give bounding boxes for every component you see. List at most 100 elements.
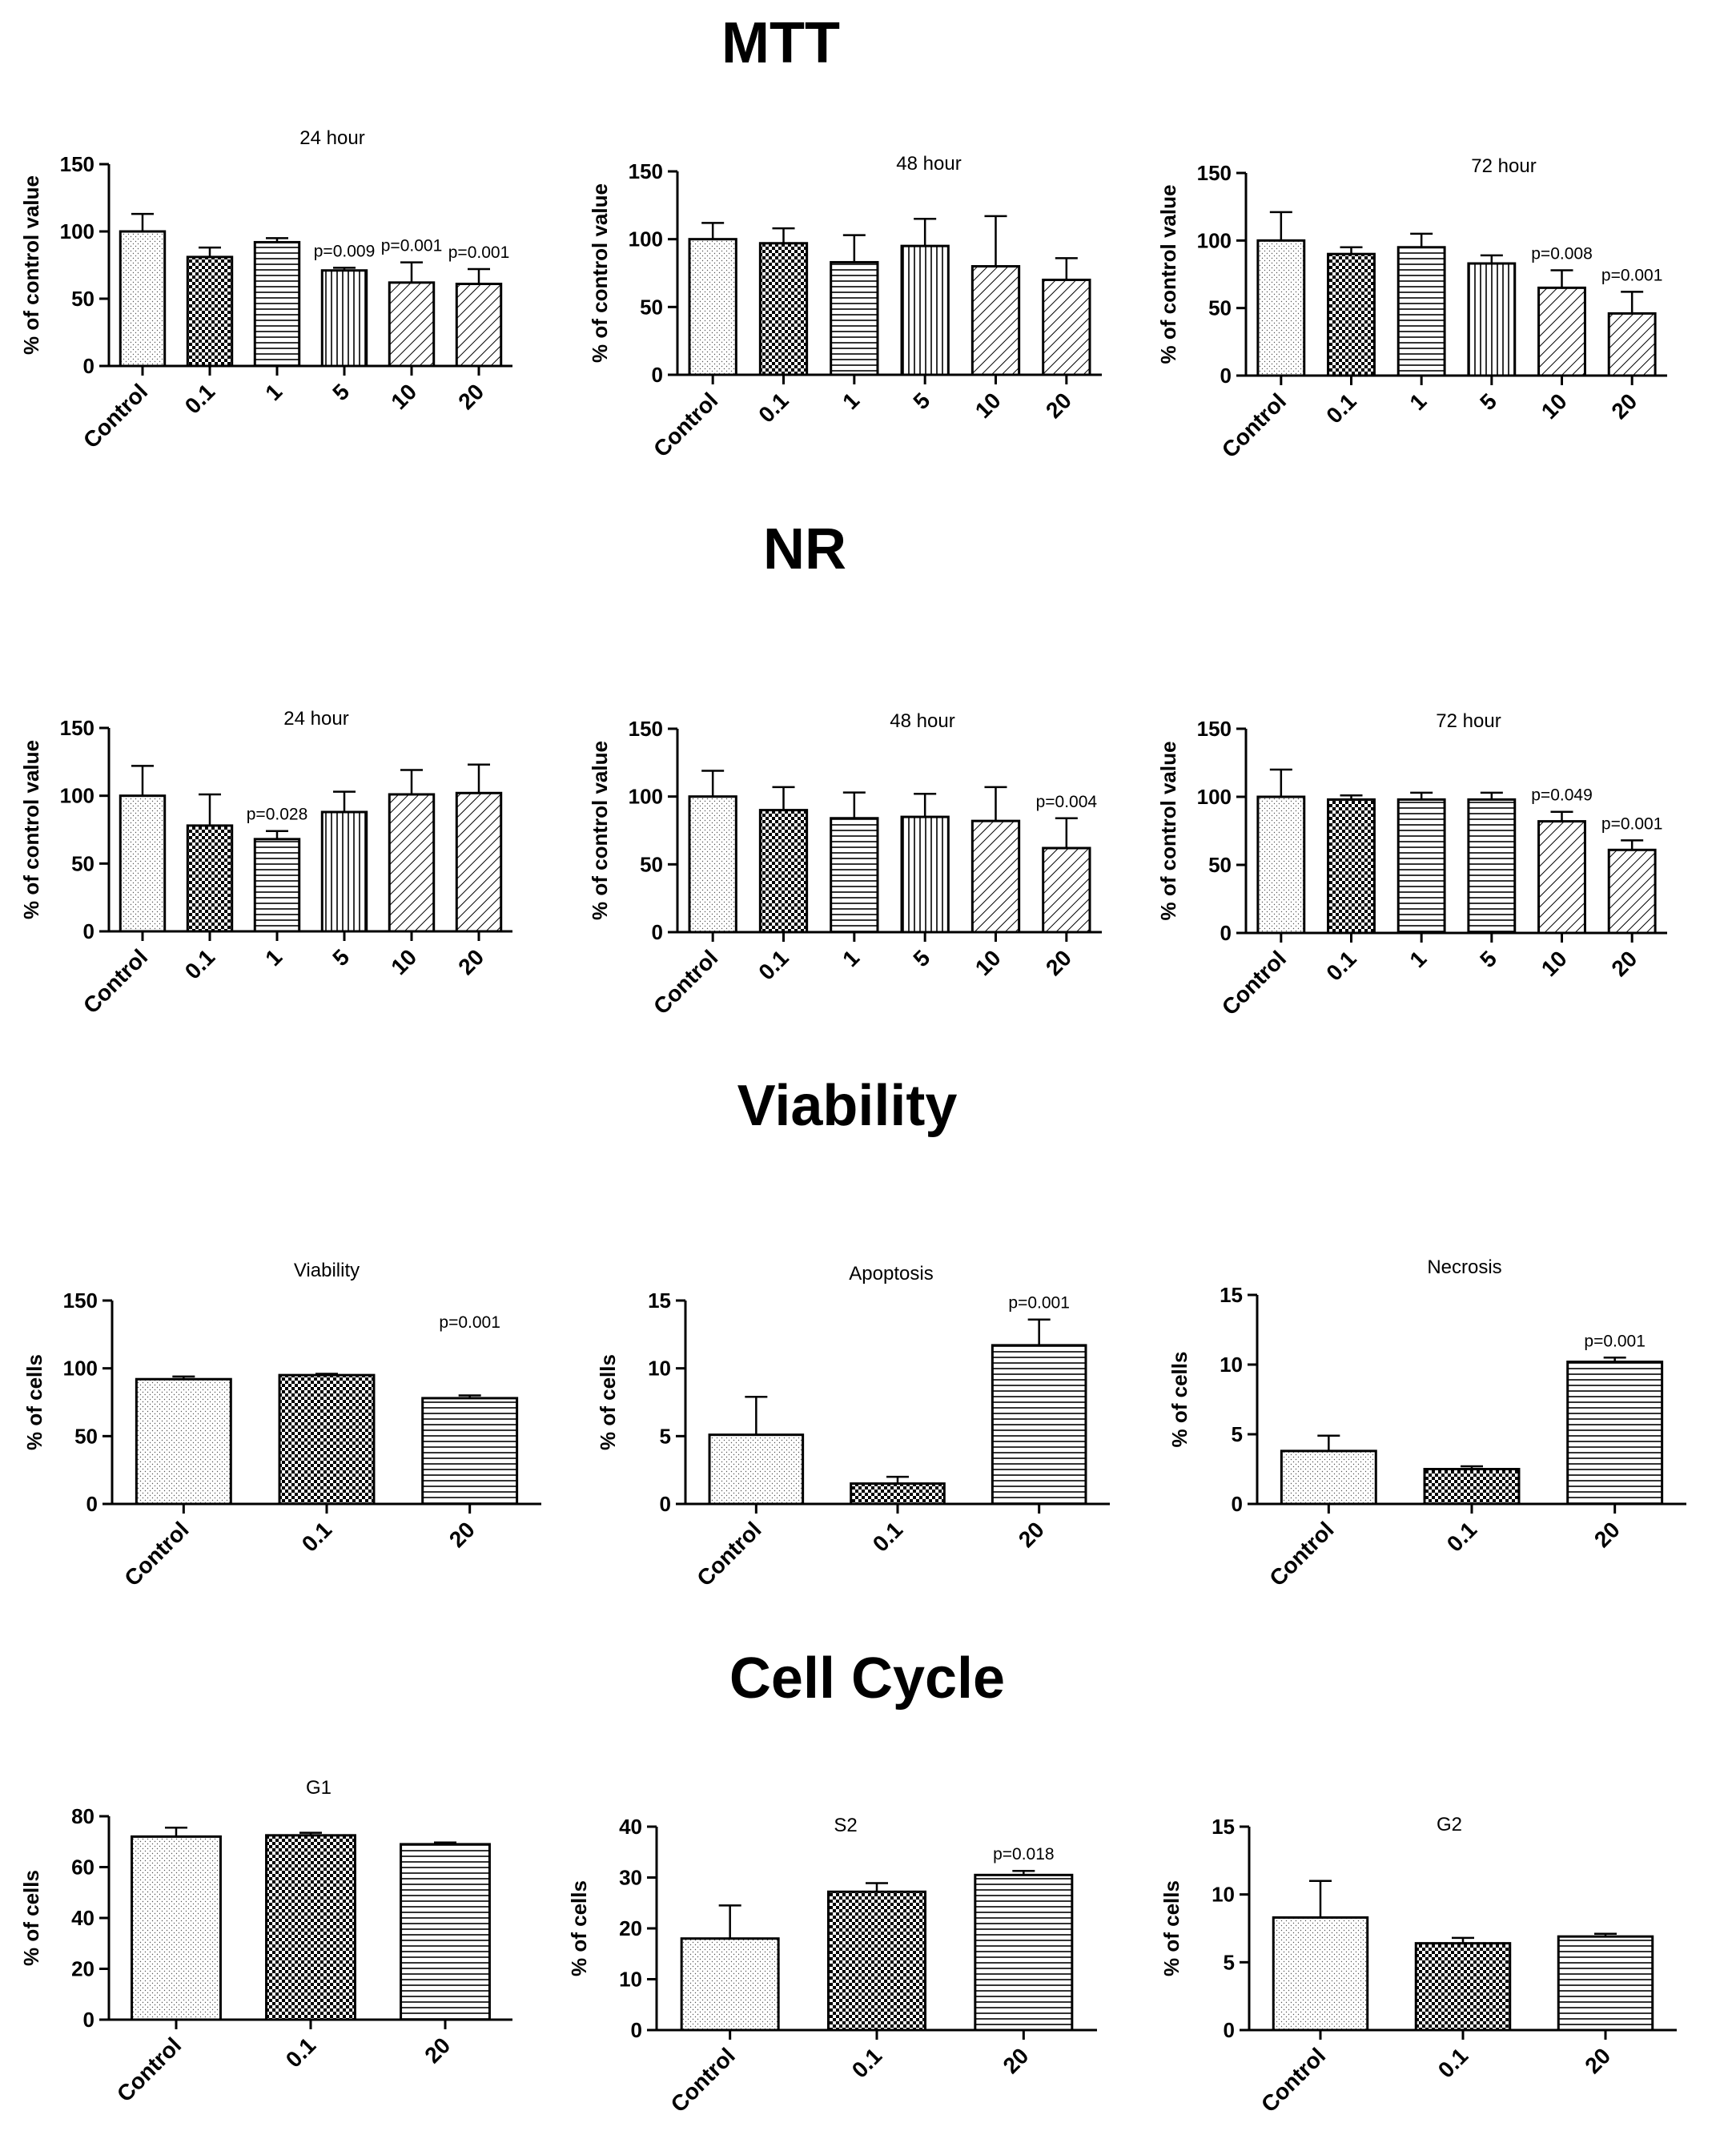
bar <box>1607 312 1657 377</box>
x-tick-label: 10 <box>1537 946 1572 981</box>
x-tick-label: 5 <box>1475 388 1501 415</box>
y-tick-label: 20 <box>619 1916 642 1940</box>
y-tick-label: 100 <box>60 219 94 243</box>
x-tick-label: 20 <box>444 1517 480 1552</box>
bar <box>131 1835 222 2021</box>
x-tick-label: 0.1 <box>847 2043 886 2082</box>
bar <box>119 230 167 368</box>
y-tick-label: 0 <box>83 919 94 943</box>
x-tick-label: 10 <box>970 945 1006 980</box>
y-tick-label: 50 <box>1208 853 1232 877</box>
y-tick-label: 0 <box>652 920 663 944</box>
p-value-annotation: p=0.028 <box>247 806 308 824</box>
x-tick-label: 0.1 <box>1321 388 1360 428</box>
x-tick-label: 20 <box>453 944 488 979</box>
x-tick-label: 0.1 <box>180 379 219 418</box>
bar <box>1537 820 1586 935</box>
chart-panel: 72 hour % of control value 0 50 100 150 Contro… <box>1156 710 1667 1020</box>
x-tick-label: 5 <box>328 944 354 971</box>
x-tick-label: 20 <box>1606 388 1642 424</box>
bar <box>186 824 234 933</box>
bar <box>265 1834 356 2021</box>
x-tick-label: Control <box>78 944 152 1018</box>
x-tick-label: 0.1 <box>297 1517 336 1556</box>
x-tick-label: 20 <box>453 379 488 414</box>
y-tick-label: 0 <box>631 2018 642 2042</box>
y-tick-label: 100 <box>60 784 94 808</box>
bar <box>253 838 301 933</box>
y-tick-label: 0 <box>652 363 663 387</box>
bar <box>1557 1935 1654 2032</box>
bar <box>708 1433 805 1506</box>
y-tick-label: 100 <box>63 1357 98 1381</box>
y-tick-label: 5 <box>1232 1422 1243 1446</box>
chart-panel: G2 % of cells 0 5 10 15 Control 0.1 20 <box>1159 1814 1677 2117</box>
y-tick-label: 15 <box>1212 1815 1235 1839</box>
section-title-mtt: MTT <box>721 11 840 75</box>
bar <box>421 1397 519 1506</box>
chart-panel: S2 % of cells 0 10 20 30 40 Control 0.1 20 p=0.018 <box>567 1815 1097 2117</box>
y-tick-label: 0 <box>1224 2018 1235 2042</box>
chart-title: G2 <box>1437 1814 1462 1835</box>
y-tick-label: 80 <box>71 1804 94 1828</box>
x-tick-label: 5 <box>328 379 354 405</box>
p-value-annotation: p=0.008 <box>1531 244 1593 263</box>
chart-title: 24 hour <box>299 127 364 149</box>
chart-panel: Necrosis % of cells 0 5 10 15 Control 0.1 20 p=0.… <box>1167 1256 1686 1591</box>
x-tick-label: 20 <box>1589 1517 1625 1552</box>
x-tick-label: Control <box>1256 2043 1330 2117</box>
bar <box>119 794 167 933</box>
bar <box>1042 278 1091 376</box>
x-tick-label: 1 <box>260 379 287 405</box>
y-tick-label: 10 <box>619 1968 642 1992</box>
chart-title: S2 <box>834 1815 857 1836</box>
y-axis-label: % of cells <box>567 1880 591 1976</box>
bar <box>850 1482 946 1506</box>
y-tick-label: 5 <box>1224 1950 1235 1974</box>
bar <box>186 255 234 368</box>
bar <box>1396 246 1446 377</box>
x-tick-label: 10 <box>386 379 421 414</box>
y-tick-label: 50 <box>74 1424 98 1448</box>
bar <box>1256 239 1306 377</box>
chart-panel: Apoptosis % of cells 0 5 10 15 Control 0.1 20 p=0… <box>596 1263 1110 1591</box>
y-tick-label: 0 <box>83 354 94 378</box>
bar <box>1042 846 1091 934</box>
x-tick-label: Control <box>112 2032 186 2106</box>
x-tick-label: 10 <box>1537 388 1572 424</box>
p-value-annotation: p=0.009 <box>314 242 376 260</box>
bar <box>970 265 1021 376</box>
chart-panel: 48 hour % of control value 0 50 100 150 Contro… <box>588 710 1102 1019</box>
bar <box>758 242 809 376</box>
chart-panel: Viability % of cells 0 50 100 150 Control 0.1 20… <box>22 1260 541 1591</box>
y-tick-label: 150 <box>60 152 94 176</box>
bar <box>1423 1468 1521 1506</box>
y-tick-label: 60 <box>71 1855 94 1880</box>
x-tick-label: 10 <box>970 388 1006 423</box>
p-value-annotation: p=0.001 <box>439 1313 500 1332</box>
bar <box>253 240 301 368</box>
y-axis-label: % of cells <box>19 1870 43 1966</box>
bar <box>455 791 503 933</box>
y-tick-label: 15 <box>1220 1283 1243 1307</box>
chart-title: 72 hour <box>1471 155 1536 177</box>
chart-title: Necrosis <box>1427 1256 1501 1278</box>
bar <box>900 244 950 376</box>
y-tick-label: 30 <box>619 1866 642 1890</box>
bar <box>991 1344 1087 1506</box>
y-axis-label: % of control value <box>588 741 612 920</box>
y-tick-label: 150 <box>1197 717 1232 741</box>
bar <box>1256 795 1306 935</box>
x-tick-label: 20 <box>1041 945 1076 980</box>
x-tick-label: 0.1 <box>753 945 793 984</box>
x-tick-label: 20 <box>999 2043 1034 2078</box>
bar <box>400 1843 491 2021</box>
x-tick-label: Control <box>649 388 722 461</box>
chart-title: 48 hour <box>890 710 954 732</box>
x-tick-label: 5 <box>1475 946 1501 972</box>
y-tick-label: 15 <box>648 1289 671 1313</box>
y-tick-label: 100 <box>629 785 663 809</box>
x-tick-label: 1 <box>1404 946 1431 972</box>
y-tick-label: 50 <box>71 287 94 311</box>
chart-title: Apoptosis <box>849 1263 933 1285</box>
